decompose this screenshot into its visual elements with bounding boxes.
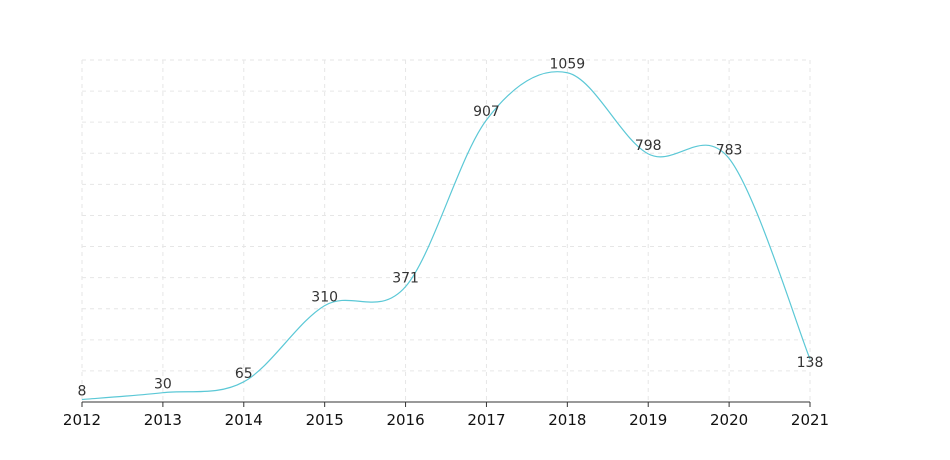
data-labels: 8 30 65 310 371 907 1059 798 783 138 xyxy=(78,57,824,400)
x-tick-label: 2019 xyxy=(629,411,667,429)
data-label: 30 xyxy=(154,377,172,393)
data-label: 907 xyxy=(473,104,500,120)
data-label: 1059 xyxy=(550,57,586,73)
data-label: 310 xyxy=(311,290,338,306)
data-label: 138 xyxy=(797,355,824,371)
x-tick-label: 2021 xyxy=(791,411,829,429)
x-tick-label: 2015 xyxy=(306,411,344,429)
x-tick-label: 2013 xyxy=(144,411,182,429)
grid xyxy=(81,59,811,403)
x-tick-label: 2017 xyxy=(467,411,505,429)
x-tick-label: 2014 xyxy=(225,411,263,429)
x-tick-label: 2020 xyxy=(710,411,748,429)
x-axis: 2012 2013 2014 2015 2016 2017 2018 2019 2020 2021 xyxy=(63,401,829,429)
data-label: 8 xyxy=(78,384,87,400)
x-tick-label: 2018 xyxy=(548,411,586,429)
data-label: 798 xyxy=(635,138,662,154)
data-label: 783 xyxy=(716,143,743,159)
data-label: 371 xyxy=(392,271,419,287)
series-line xyxy=(81,71,811,401)
x-tick-label: 2012 xyxy=(63,411,101,429)
data-label: 65 xyxy=(235,366,253,382)
x-tick-label: 2016 xyxy=(386,411,424,429)
series-layer xyxy=(81,71,811,401)
